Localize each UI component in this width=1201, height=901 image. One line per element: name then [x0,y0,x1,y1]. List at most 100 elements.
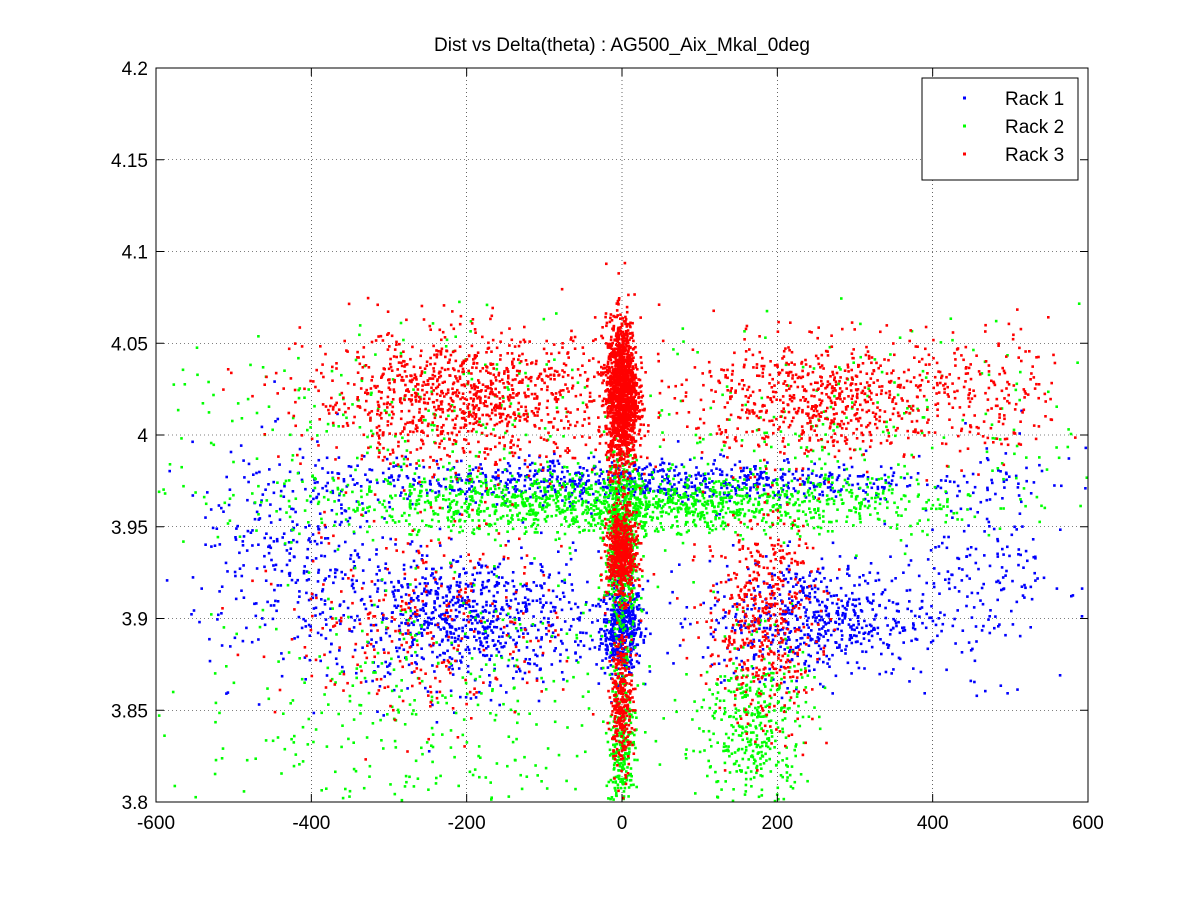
data-point [998,623,1001,626]
data-point [716,599,719,603]
data-point [392,688,396,692]
data-point [484,481,488,484]
data-point [465,497,468,501]
data-point [830,633,833,637]
data-point [396,604,400,608]
data-point [415,549,419,553]
data-point [340,570,343,574]
data-point [549,460,552,463]
data-point [275,537,279,541]
data-point [526,497,530,500]
data-point [629,619,633,623]
data-point [667,500,671,504]
data-point [246,529,250,533]
data-point [676,508,680,512]
data-point [909,524,912,528]
data-point [695,477,698,480]
data-point [617,510,620,513]
data-point [722,481,726,485]
data-point [422,623,426,626]
data-point [349,554,353,557]
data-point [350,584,354,588]
data-point [704,485,708,489]
data-point [249,531,253,534]
data-point [623,496,627,499]
data-point [279,489,283,493]
data-point [255,471,258,475]
data-point [461,626,464,630]
data-point [690,502,694,506]
data-point [404,632,408,635]
data-point [438,643,441,647]
data-point [436,597,439,600]
data-point [520,501,524,504]
data-point [629,721,633,725]
data-point [385,617,388,620]
data-point [1023,596,1026,599]
data-point [487,589,491,593]
data-point [773,597,777,600]
data-point [920,606,924,609]
data-point [656,489,660,492]
data-point [476,621,479,625]
data-point [670,570,673,573]
data-point [817,599,820,603]
data-point [790,658,794,662]
data-point [812,526,816,530]
data-point [1024,549,1028,553]
data-point [603,594,606,597]
data-point [352,586,355,590]
data-point [718,501,721,505]
data-point [743,622,747,625]
data-point [890,491,894,495]
data-point [622,603,625,607]
data-point [577,643,580,647]
data-point [452,596,456,599]
data-point [439,576,443,579]
data-point [339,622,342,626]
data-point [980,629,984,632]
data-point [788,597,791,600]
data-point [562,595,566,598]
data-point [238,551,241,555]
data-point [468,464,471,468]
data-point [822,660,825,664]
data-point [703,479,707,483]
data-point [870,645,874,649]
data-point [569,494,572,498]
data-point [1034,557,1037,560]
data-point [795,687,798,691]
data-point [996,598,999,602]
data-point [371,679,374,683]
data-point [334,657,338,660]
data-point [463,635,467,638]
data-point [675,520,679,523]
data-point [628,614,631,617]
data-point [448,505,452,508]
data-point [825,606,828,610]
data-point [718,468,722,471]
data-point [295,540,299,544]
data-point [604,639,608,643]
data-point [626,658,630,662]
data-point [444,611,448,614]
data-point [574,508,577,511]
data-point [765,626,769,630]
data-point [715,514,718,517]
data-point [611,482,614,486]
data-point [595,663,598,666]
data-point [807,493,811,497]
data-point [647,491,650,494]
data-point [225,475,228,479]
data-point [450,625,454,628]
data-point [678,506,681,509]
data-point [985,447,989,450]
data-point [560,671,564,674]
data-point [965,574,969,578]
data-point [501,635,504,638]
data-point [621,611,624,615]
data-point [699,511,702,514]
data-point [824,605,827,608]
data-point [432,567,435,571]
data-point [672,662,675,665]
